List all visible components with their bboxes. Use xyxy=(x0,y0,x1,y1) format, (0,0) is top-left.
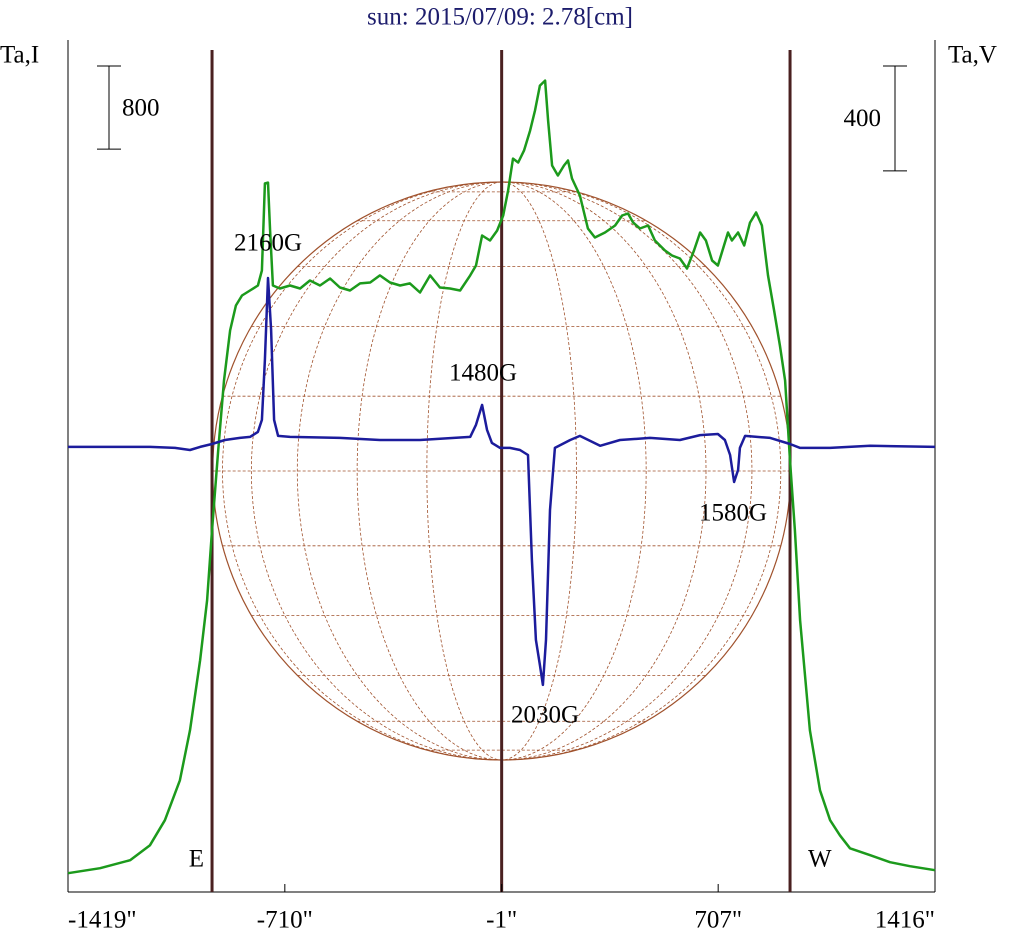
scale-bar-label: 400 xyxy=(844,105,882,132)
scale-bar-label: 800 xyxy=(122,94,160,121)
annotation: 1580G xyxy=(699,500,767,527)
chart-title: sun: 2015/07/09: 2.78[cm] xyxy=(367,4,633,31)
limb-label: E xyxy=(189,846,204,873)
series-line xyxy=(68,276,936,687)
annotation: 1480G xyxy=(449,360,517,387)
longitude-line xyxy=(356,181,647,761)
x-tick-label: -1419" xyxy=(68,907,137,934)
y-axis-label: Ta,I xyxy=(0,42,39,69)
limb-label: W xyxy=(808,846,832,873)
x-tick-label: -1" xyxy=(486,907,517,934)
x-tick-label: 707" xyxy=(694,907,742,934)
y2-axis-label: Ta,V xyxy=(948,42,997,69)
x-tick-label: 1416" xyxy=(875,907,935,934)
x-tick-label: -710" xyxy=(257,907,313,934)
annotation: 2160G xyxy=(234,230,302,257)
series-line xyxy=(67,79,936,875)
annotation: 2030G xyxy=(511,702,579,729)
